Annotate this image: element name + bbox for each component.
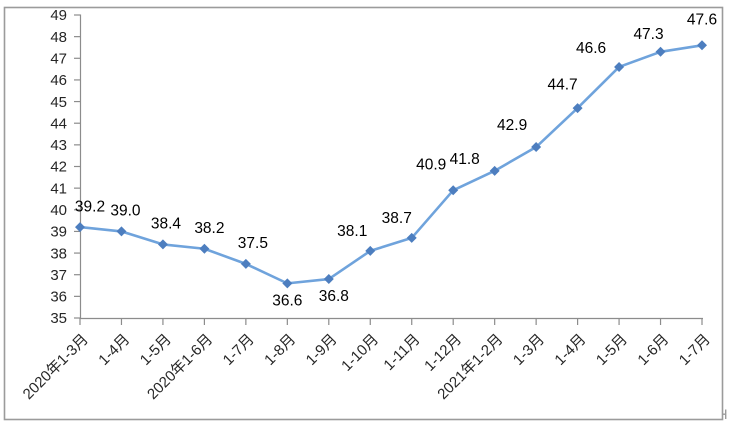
data-point-marker — [448, 185, 459, 196]
y-axis-tick-label: 37 — [50, 267, 67, 284]
data-point-marker — [614, 61, 625, 72]
data-point-marker — [75, 222, 85, 233]
y-axis-tick-label: 47 — [50, 50, 67, 67]
data-point-marker — [572, 103, 583, 114]
data-point-label: 36.8 — [319, 288, 349, 305]
data-point-marker — [282, 278, 293, 289]
x-axis-category-label: 1-9月 — [303, 331, 341, 369]
y-axis-tick-label: 45 — [50, 94, 67, 111]
x-axis-category-label: 2020年1-3月 — [20, 331, 92, 403]
data-point-label: 41.8 — [450, 151, 480, 168]
data-point-marker — [365, 245, 376, 256]
x-axis-category-label: 1-5月 — [593, 331, 631, 369]
x-axis-category-label: 1-3月 — [510, 331, 548, 369]
y-axis-tick-label: 49 — [50, 7, 67, 24]
data-point-marker — [240, 258, 251, 269]
x-axis-category-label: 1-7月 — [676, 331, 714, 369]
data-point-marker — [489, 165, 500, 176]
data-point-marker — [406, 232, 417, 243]
data-point-marker — [157, 239, 168, 250]
data-point-marker — [116, 226, 127, 237]
data-point-label: 39.2 — [75, 198, 105, 215]
data-point-label: 47.3 — [633, 26, 663, 43]
data-point-marker — [697, 40, 707, 51]
data-point-label: 38.1 — [337, 223, 367, 240]
y-axis-tick-label: 36 — [50, 289, 67, 306]
data-point-marker — [199, 243, 210, 254]
x-axis-category-label: 1-6月 — [634, 331, 672, 369]
x-axis-category-label: 1-5月 — [137, 331, 175, 369]
data-point-marker — [323, 274, 334, 285]
x-axis-category-label: 1-10月 — [338, 331, 382, 375]
data-point-label: 39.0 — [110, 203, 141, 220]
y-axis-tick-label: 44 — [50, 115, 67, 132]
data-point-label: 38.7 — [382, 210, 412, 227]
data-point-label: 37.5 — [238, 235, 268, 252]
x-axis-category-label: 1-8月 — [261, 331, 299, 369]
y-axis-tick-label: 38 — [50, 245, 67, 262]
data-point-marker — [531, 142, 542, 153]
y-axis-tick-label: 39 — [50, 224, 67, 241]
data-point-label: 44.7 — [548, 76, 578, 93]
y-axis-tick-label: 48 — [50, 29, 67, 46]
data-point-label: 42.9 — [497, 117, 527, 134]
y-axis-tick-label: 43 — [50, 137, 67, 154]
x-axis-category-label: 1-11月 — [380, 331, 423, 374]
data-point-label: 38.2 — [194, 220, 224, 237]
x-axis-category-label: 1-4月 — [551, 331, 589, 369]
x-axis-category-label: 1-7月 — [220, 331, 258, 369]
y-axis-tick-label: 42 — [50, 159, 67, 176]
data-point-label: 36.6 — [272, 293, 302, 310]
y-axis-tick-label: 35 — [50, 310, 67, 327]
data-point-label: 47.6 — [687, 12, 717, 29]
data-point-label: 46.6 — [576, 40, 606, 57]
y-axis-tick-label: 40 — [50, 202, 67, 219]
y-axis-tick-label: 46 — [50, 72, 67, 89]
resize-handle-artifact — [722, 409, 727, 419]
y-axis-tick-label: 41 — [50, 180, 67, 197]
data-point-marker — [655, 46, 666, 57]
x-axis-category-label: 1-4月 — [95, 331, 133, 369]
data-point-label: 40.9 — [416, 157, 446, 174]
series-line — [78, 43, 704, 285]
data-point-label: 38.4 — [151, 216, 182, 233]
chart-outer-border — [3, 6, 724, 421]
